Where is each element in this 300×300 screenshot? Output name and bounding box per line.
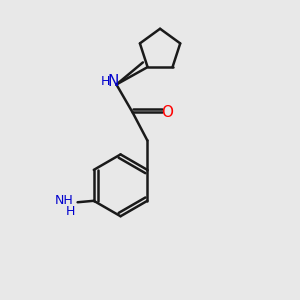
Text: H: H bbox=[65, 206, 75, 218]
Text: O: O bbox=[161, 105, 173, 120]
Text: NH: NH bbox=[54, 194, 73, 207]
Text: H: H bbox=[100, 75, 110, 88]
Text: N: N bbox=[108, 74, 119, 89]
